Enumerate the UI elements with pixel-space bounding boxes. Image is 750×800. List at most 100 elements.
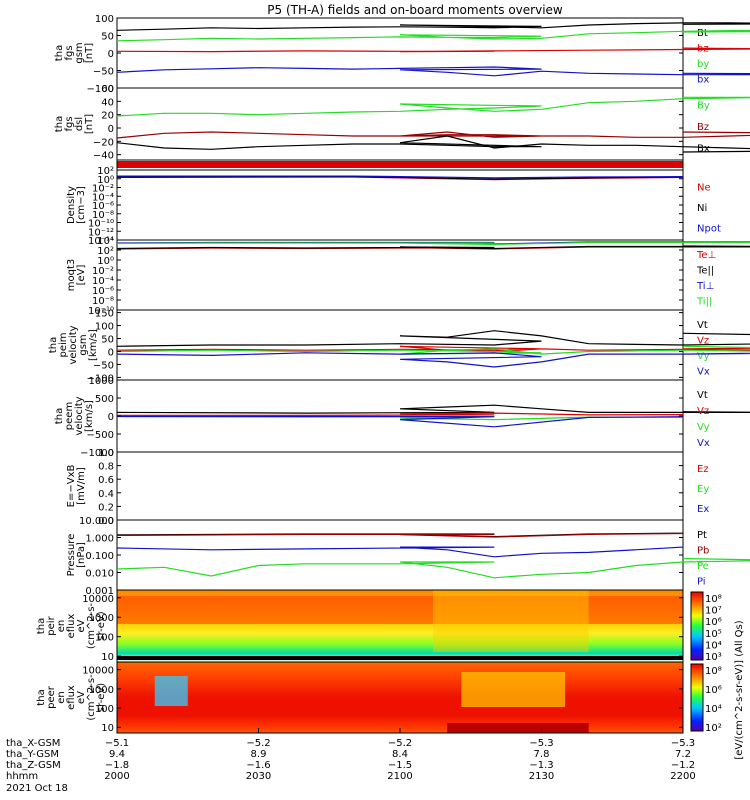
y-tick-label: 10⁻⁸ <box>92 296 114 307</box>
x-axis-row-value: −1.5 <box>388 760 412 771</box>
x-axis-date: 2021 Oct 18 <box>6 783 68 794</box>
panel-efield: Ez Ey Ex 1.0 0.8 0.6 0.4 0.2 0.0 E=−VxB [mV/m] <box>66 448 709 527</box>
y-tick-label: 100 <box>95 322 114 333</box>
x-axis-row-value: −5.3 <box>671 738 695 749</box>
spectrogram-feature <box>447 723 589 733</box>
y-tick-label: 10.000 <box>79 516 114 527</box>
y-tick-label: 10⁻¹⁰ <box>88 219 114 230</box>
legend-entry: Ex <box>697 504 709 515</box>
legend-entry: by <box>697 59 709 70</box>
y-tick-label: −40 <box>93 151 114 162</box>
y-tick-label: 10 <box>101 652 114 663</box>
y-tick-label: 40 <box>101 97 114 108</box>
panel-frame <box>116 239 684 311</box>
series-line-peem_velocity-1 <box>117 412 684 416</box>
x-axis-row-value: 2130 <box>529 771 554 782</box>
legend-entry: Ne <box>697 182 711 193</box>
y-axis-label: tha <box>54 45 65 61</box>
y-tick-label: 10⁻⁸ <box>92 210 114 221</box>
y-axis-label: peer <box>46 685 57 709</box>
y-tick-label: 0.100 <box>85 551 114 562</box>
y-tick-label: 100 <box>95 704 114 715</box>
y-tick-label: 0 <box>108 347 114 358</box>
y-axis-label: E=−VxB <box>66 465 77 508</box>
y-axis-label: (cm^2-s- <box>86 602 97 649</box>
colorbar-tick-label: 10³ <box>705 652 722 663</box>
colorbar-tick-label: 10⁸ <box>705 666 722 677</box>
y-tick-label: 10⁻¹⁰ <box>88 306 114 317</box>
x-axis-row-label: tha_X-GSM <box>6 738 60 749</box>
x-axis-row-value: 7.8 <box>534 749 550 760</box>
y-tick-label: 150 <box>95 309 114 320</box>
y-tick-label: 0 <box>108 412 114 423</box>
y-tick-label: 10000 <box>82 666 114 677</box>
legend-entry: Vz <box>697 335 709 346</box>
y-tick-label: 10⁻⁴ <box>92 192 114 203</box>
series-line-temperature-1 <box>116 245 750 250</box>
y-tick-label: 0.010 <box>85 569 114 580</box>
legend-entry: Pe <box>697 561 709 572</box>
panel-red_band <box>116 159 684 171</box>
legend-entry: Pb <box>697 545 709 556</box>
colorbar-scale <box>690 591 704 661</box>
series-line-fgs_dsl-0 <box>116 96 750 117</box>
y-tick-label: 1000 <box>89 685 114 696</box>
y-axis-label: sr-eV) <box>96 611 107 640</box>
colorbar-tick-label: 10⁴ <box>705 640 722 651</box>
y-tick-label: 100 <box>95 633 114 644</box>
y-tick-label: 10⁻⁶ <box>92 286 114 297</box>
legend-entry: Vx <box>697 438 710 449</box>
series-line-fgs_gsm-2 <box>116 30 750 42</box>
y-tick-label: 60 <box>101 84 114 95</box>
y-tick-label: 10⁰ <box>97 256 114 267</box>
y-axis-label: fgs <box>64 116 75 131</box>
series-line-pressure-2 <box>116 557 750 579</box>
y-axis-label: [km/s] <box>84 400 95 432</box>
y-tick-label: 10² <box>97 166 114 177</box>
panel-frame <box>116 169 684 241</box>
y-tick-label: 20 <box>101 111 114 122</box>
y-axis-label: velocity <box>68 325 79 364</box>
x-axis-row-value: 7.2 <box>675 749 691 760</box>
y-tick-label: 0 <box>108 124 114 135</box>
y-axis-label: en <box>56 620 67 633</box>
y-axis-label: moqt3 <box>66 259 77 292</box>
y-axis-label: peem <box>64 402 75 430</box>
panel-pressure: Pt Pb Pe Pi 10.000 1.000 0.100 0.010 0.001 Pressu… <box>66 516 750 597</box>
y-tick-label: 10000 <box>82 594 114 605</box>
y-tick-label: −20 <box>93 137 114 148</box>
series-line-fgs_gsm-1 <box>116 47 750 53</box>
colorbar-peer_spec: 10⁸ 10⁶ 10⁴ 10² [eV/(cm^2-s-sr-eV)] (All Qs) <box>690 620 745 760</box>
y-axis-label: tha <box>48 337 59 353</box>
y-tick-label: 0.2 <box>98 502 114 513</box>
legend-entry: Vt <box>697 390 708 401</box>
legend-entry: Vz <box>697 406 709 417</box>
series-line-pressure-1 <box>116 532 684 538</box>
y-tick-label: 0.001 <box>85 586 114 597</box>
y-tick-label: 50 <box>101 32 114 43</box>
legend-entry: Vy <box>697 422 710 433</box>
y-axis-label: gsm <box>78 334 89 355</box>
y-axis-label: en <box>56 691 67 704</box>
legend-entry: Vt <box>697 320 708 331</box>
spectrogram-feature <box>154 676 188 706</box>
series-line-fgs_gsm-0 <box>116 22 750 31</box>
panel-frame <box>116 87 684 161</box>
y-tick-label: 10² <box>97 246 114 257</box>
panel-fgs_gsm: Bt bz by bx 100 50 0 −50 −100 tha fgs gsm [nT] <box>54 14 750 95</box>
y-axis-label: [cm−3] <box>76 186 87 224</box>
legend-entry: Ez <box>697 464 709 475</box>
y-axis-label: tha <box>36 618 47 634</box>
legend-entry: Ey <box>697 484 709 495</box>
x-axis-row-value: −1.3 <box>529 760 553 771</box>
y-tick-label: 10⁻² <box>92 184 114 195</box>
spectrogram-intensity-band <box>117 596 683 624</box>
x-axis-row-label: tha_Y-GSM <box>6 749 59 760</box>
series-line-temperature-3 <box>116 241 750 246</box>
legend-entry: Pi <box>697 576 706 587</box>
y-tick-label: 10⁻⁶ <box>92 201 114 212</box>
x-axis-row-label: tha_Z-GSM <box>6 760 61 771</box>
colorbar-tick-label: 10⁷ <box>705 606 722 617</box>
red-band-bar <box>117 161 683 168</box>
